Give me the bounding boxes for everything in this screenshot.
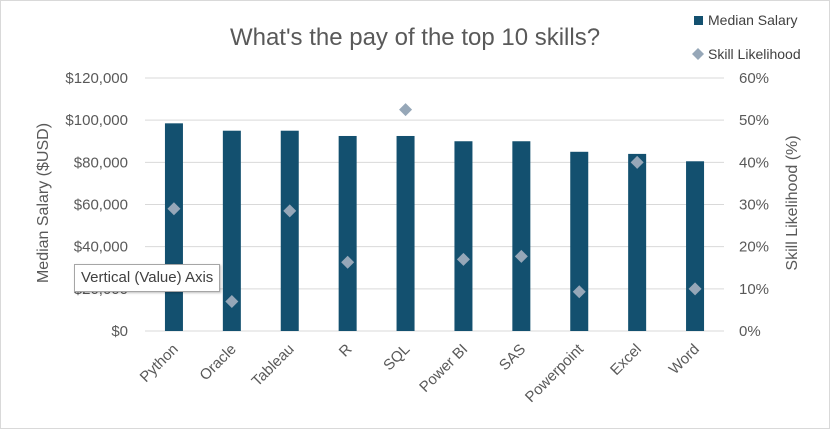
bar-sql[interactable] [396,135,415,331]
bar-tableau[interactable] [280,130,299,331]
right-axis-title[interactable]: Skill Likelihood (%) [784,135,801,270]
right-tick-label: 0% [739,323,761,340]
marker-sas[interactable] [514,249,528,263]
marker-word[interactable] [688,282,702,296]
bar-oracle[interactable] [222,130,241,331]
marker-r[interactable] [341,255,355,269]
category-label: Power BI [416,341,471,396]
category-label: Python [137,341,182,386]
left-tick-label: $120,000 [65,70,128,87]
bar-word[interactable] [686,161,705,331]
marker-oracle[interactable] [225,294,239,308]
right-tick-label: 30% [739,197,769,214]
bar-sas[interactable] [512,141,531,331]
legend-skill-likelihood-swatch [692,48,704,60]
gridlines [145,77,724,332]
right-tick-label: 20% [739,239,769,256]
category-label: SAS [496,341,529,374]
bar-r[interactable] [338,135,357,331]
bar-series[interactable] [164,123,705,332]
legend[interactable]: Median Salary Skill Likelihood [692,12,801,62]
category-label: Tableau [248,341,297,390]
right-tick-label: 50% [739,112,769,129]
bar-power-bi[interactable] [454,141,473,331]
left-tick-label: $60,000 [74,197,128,214]
left-axis[interactable]: $0$20,000$40,000$60,000$80,000$100,000$1… [65,70,128,340]
right-tick-label: 40% [739,154,769,171]
category-label: Oracle [196,341,239,384]
bar-powerpoint[interactable] [570,151,589,331]
marker-tableau[interactable] [283,204,297,218]
category-label: Word [666,341,703,378]
category-axis[interactable]: Python Oracle Tableau R SQL Power BI SASPowerp… [137,340,703,406]
category-label: Excel [607,341,645,379]
left-axis-title[interactable]: Median Salary ($USD) [35,123,52,283]
right-tick-label: 60% [739,70,769,87]
left-tick-label: $40,000 [74,239,128,256]
category-label: R [336,341,356,361]
marker-powerpoint[interactable] [572,285,586,299]
marker-sql[interactable] [399,103,413,117]
left-tick-label: $80,000 [74,154,128,171]
left-tick-label: $100,000 [65,112,128,129]
right-axis[interactable]: 0% 10% 20% 30% 40% 50% 60% [739,70,769,340]
legend-median-salary-swatch [694,16,703,25]
bar-python[interactable] [164,123,183,332]
marker-python[interactable] [167,202,181,216]
category-label: SQL [380,341,413,374]
chart-title[interactable]: What's the pay of the top 10 skills? [230,24,600,51]
left-tick-label: $0 [111,323,128,340]
category-label: Powerpoint [522,340,588,406]
legend-median-salary-label[interactable]: Median Salary [708,12,798,28]
legend-skill-likelihood-label[interactable]: Skill Likelihood [708,46,801,62]
marker-excel[interactable] [630,155,644,169]
marker-power-bi[interactable] [456,252,470,266]
axis-tooltip: Vertical (Value) Axis [74,264,221,292]
bar-excel[interactable] [628,153,647,331]
marker-series[interactable] [167,103,702,308]
right-tick-label: 10% [739,281,769,298]
